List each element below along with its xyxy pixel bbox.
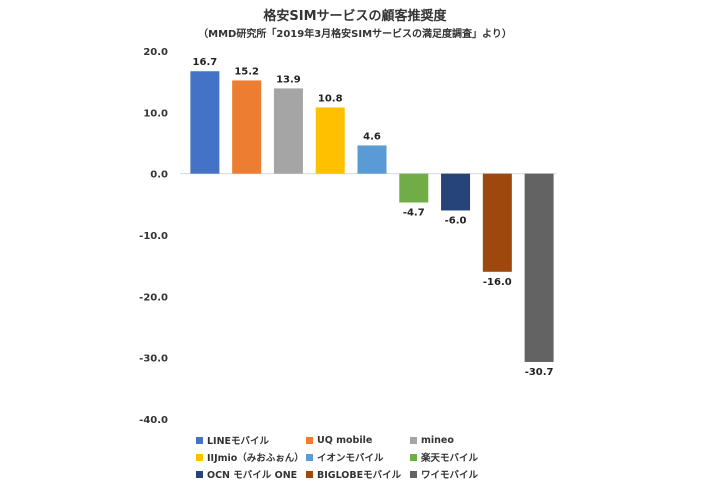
y-tick-label: -10.0 xyxy=(139,231,168,242)
data-label: 15.2 xyxy=(234,66,259,77)
legend-swatch xyxy=(196,470,203,478)
data-label: -16.0 xyxy=(483,277,512,288)
data-label: 10.8 xyxy=(318,93,343,104)
bar xyxy=(232,80,262,174)
legend: LINEモバイル UQ mobile mineo IIJmio（みおふぉん） イオンモバ… xyxy=(196,433,526,481)
data-label: 4.6 xyxy=(363,131,381,142)
legend-label: UQ mobile xyxy=(317,434,373,446)
data-label: -6.0 xyxy=(445,215,467,226)
legend-item: BIGLOBEモバイル xyxy=(306,467,410,481)
data-label: -4.7 xyxy=(403,207,425,218)
legend-item: UQ mobile xyxy=(306,433,410,447)
legend-swatch xyxy=(196,453,203,461)
y-tick-label: 10.0 xyxy=(143,108,168,119)
legend-label: LINEモバイル xyxy=(207,436,270,447)
legend-swatch xyxy=(306,470,313,478)
legend-label: OCN モバイル ONE xyxy=(207,470,298,481)
legend-label: IIJmio（みおふぉん） xyxy=(207,453,304,464)
legend-swatch xyxy=(410,453,417,461)
legend-label: BIGLOBEモバイル xyxy=(317,470,402,481)
bar xyxy=(357,145,387,174)
chart-title: 格安SIMサービスの顧客推奨度 xyxy=(263,8,447,24)
bar xyxy=(441,173,471,211)
legend-item: 楽天モバイル xyxy=(410,450,510,464)
legend-swatch xyxy=(306,453,313,461)
bar xyxy=(315,107,345,174)
bar xyxy=(190,71,220,174)
legend-label: イオンモバイル xyxy=(317,453,384,464)
data-label: 16.7 xyxy=(193,57,218,68)
legend-swatch xyxy=(410,436,417,444)
legend-swatch xyxy=(306,436,313,444)
legend-swatch xyxy=(410,470,417,478)
legend-item: ワイモバイル xyxy=(410,467,510,481)
legend-item: mineo xyxy=(410,433,510,447)
legend-item: LINEモバイル xyxy=(196,433,306,447)
legend-label: mineo xyxy=(421,434,454,446)
bar xyxy=(482,173,512,272)
data-label: 13.9 xyxy=(276,74,301,85)
legend-item: IIJmio（みおふぉん） xyxy=(196,450,306,464)
legend-item: OCN モバイル ONE xyxy=(196,467,306,481)
bar xyxy=(399,173,429,203)
bar xyxy=(524,173,554,362)
chart-subtitle: （MMD研究所「2019年3月格安SIMサービスの満足度調査」より） xyxy=(198,27,512,40)
y-tick-label: 0.0 xyxy=(150,170,168,181)
legend-swatch xyxy=(196,436,203,444)
y-tick-label: -30.0 xyxy=(139,354,168,365)
y-tick-label: -20.0 xyxy=(139,292,168,303)
data-label: -30.7 xyxy=(525,367,554,378)
y-tick-label: 20.0 xyxy=(143,47,168,58)
legend-label: ワイモバイル xyxy=(421,470,479,481)
legend-item: イオンモバイル xyxy=(306,450,410,464)
legend-label: 楽天モバイル xyxy=(421,453,479,464)
y-tick-label: -40.0 xyxy=(139,415,168,426)
bar xyxy=(273,88,303,174)
